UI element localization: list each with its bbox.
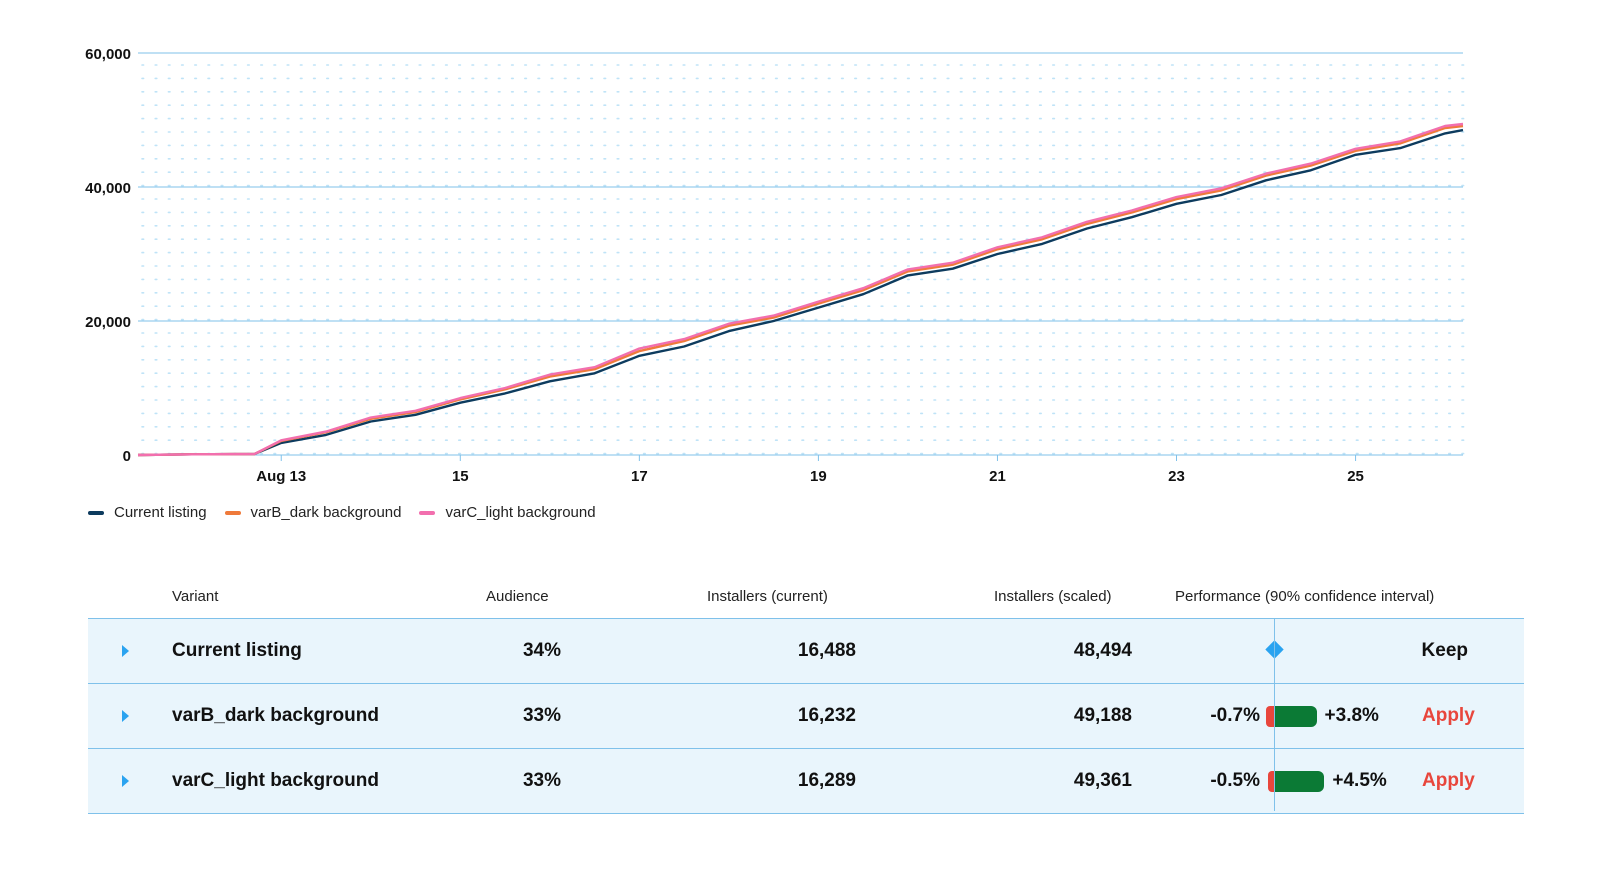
installers-scaled-value: 48,494	[1073, 640, 1132, 661]
experiment-results-table: Variant Audience Installers (current) In…	[88, 582, 1524, 814]
legend-item-varb: varB_dark background	[224, 504, 402, 521]
table-row[interactable]: varC_light background 33% 16,289 49,361 …	[88, 749, 1524, 814]
ci-negative-segment	[1266, 706, 1274, 727]
x-tick-label: 23	[1168, 468, 1185, 485]
legend-swatch	[419, 510, 436, 515]
keep-button[interactable]: Keep	[1421, 640, 1468, 661]
y-tick-label: 0	[123, 448, 131, 465]
table-header: Variant Audience Installers (current) In…	[88, 582, 1524, 619]
legend-swatch	[224, 510, 241, 515]
installers-current-value: 16,232	[797, 705, 856, 726]
legend-label: varB_dark background	[250, 504, 402, 521]
y-axis-ticks: 0 20,000 40,000 60,000	[85, 46, 131, 465]
series-line-1	[137, 124, 1464, 457]
installers-scaled-value: 49,188	[1073, 705, 1132, 726]
expand-arrow-icon[interactable]	[122, 775, 129, 787]
audience-value: 34%	[522, 640, 561, 661]
header-audience: Audience	[486, 588, 549, 605]
x-axis-ticks: Aug 13 15 17 19 21 23 25	[256, 455, 1364, 485]
installers-scaled-value: 49,361	[1073, 770, 1132, 791]
grid-lines	[138, 52, 1463, 456]
x-tick-label: Aug 13	[256, 468, 306, 485]
y-tick-label: 40,000	[85, 180, 131, 197]
series-lines	[137, 122, 1464, 457]
apply-button[interactable]: Apply	[1422, 770, 1475, 791]
variant-name: varC_light background	[172, 770, 379, 791]
legend-item-varc: varC_light background	[419, 504, 596, 521]
grid-dots	[141, 64, 1465, 455]
x-tick-label: 21	[989, 468, 1006, 485]
x-tick-label: 19	[810, 468, 827, 485]
legend-label: varC_light background	[445, 504, 596, 521]
table-row[interactable]: Current listing 34% 16,488 48,494 Keep	[88, 619, 1524, 684]
audience-value: 33%	[522, 770, 561, 791]
ci-high-label: +4.5%	[1332, 770, 1387, 791]
expand-arrow-icon[interactable]	[122, 710, 129, 722]
ci-low-label: -0.5%	[1210, 770, 1260, 791]
header-variant: Variant	[172, 588, 219, 605]
ci-positive-segment	[1274, 706, 1317, 727]
variant-name: varB_dark background	[172, 705, 379, 726]
variant-name: Current listing	[172, 640, 302, 661]
header-installers-scaled: Installers (scaled)	[994, 588, 1112, 605]
installers-current-value: 16,488	[797, 640, 856, 661]
x-tick-label: 17	[631, 468, 648, 485]
chart-legend: Current listing varB_dark background var…	[88, 504, 596, 521]
legend-label: Current listing	[114, 504, 207, 521]
ci-positive-segment	[1274, 771, 1325, 792]
x-tick-label: 15	[452, 468, 469, 485]
header-installers-current: Installers (current)	[707, 588, 828, 605]
ci-negative-segment	[1268, 771, 1274, 792]
expand-arrow-icon[interactable]	[122, 645, 129, 657]
legend-swatch	[88, 510, 104, 515]
y-tick-label: 20,000	[85, 314, 131, 331]
ci-zero-line	[1274, 618, 1275, 811]
legend-item-current: Current listing	[88, 504, 207, 521]
y-tick-label: 60,000	[85, 46, 131, 63]
header-performance: Performance (90% confidence interval)	[1175, 588, 1435, 605]
installers-current-value: 16,289	[797, 770, 856, 791]
table-row[interactable]: varB_dark background 33% 16,232 49,188 -…	[88, 684, 1524, 749]
series-line-2	[137, 122, 1464, 457]
ci-high-label: +3.8%	[1324, 705, 1379, 726]
audience-value: 33%	[522, 705, 561, 726]
series-line-0	[137, 128, 1464, 457]
x-tick-label: 25	[1347, 468, 1364, 485]
ci-low-label: -0.7%	[1210, 705, 1260, 726]
apply-button[interactable]: Apply	[1422, 705, 1475, 726]
dot-grid	[141, 64, 1465, 455]
installs-line-chart: 0 20,000 40,000 60,000 Aug 13 15 17 19 21 23 25	[85, 46, 1465, 485]
